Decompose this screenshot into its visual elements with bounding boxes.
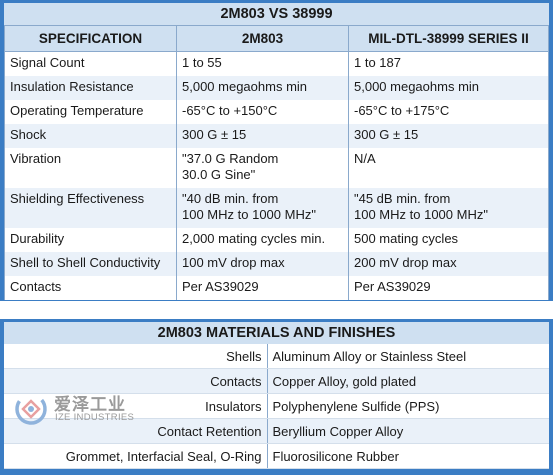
table-row: Insulators Polyphenylene Sulfide (PPS) xyxy=(4,393,549,419)
column-header-mil-dtl-38999: MIL-DTL-38999 SERIES II xyxy=(348,25,549,52)
table-row: Insulation Resistance 5,000 megaohms min… xyxy=(4,76,549,100)
ize-logo-icon xyxy=(15,393,47,425)
spec-name-cell: Durability xyxy=(4,228,177,252)
watermark-cn-text: 爱泽工业 xyxy=(54,395,126,414)
mil-value-cell: -65°C to +175°C xyxy=(348,100,549,124)
2m803-value-cell: 5,000 megaohms min xyxy=(176,76,349,100)
2m803-value-cell: 2,000 mating cycles min. xyxy=(176,228,349,252)
table-row: Contacts Copper Alloy, gold plated xyxy=(4,368,549,394)
table-row: Durability 2,000 mating cycles min. 500 … xyxy=(4,228,549,252)
material-label-cell: Contact Retention xyxy=(4,418,268,444)
ize-watermark: 爱泽工业 IZE INDUSTRIES xyxy=(14,390,189,430)
2m803-value-cell: 100 mV drop max xyxy=(176,252,349,276)
mil-value-cell: 300 G ± 15 xyxy=(348,124,549,148)
table-row: Grommet, Interfacial Seal, O-Ring Fluoro… xyxy=(4,443,549,469)
2m803-value-cell: "40 dB min. from 100 MHz to 1000 MHz" xyxy=(176,188,349,228)
spec-name-cell: Shell to Shell Conductivity xyxy=(4,252,177,276)
table-row: Shells Aluminum Alloy or Stainless Steel xyxy=(4,344,549,369)
materials-table: Shells Aluminum Alloy or Stainless Steel… xyxy=(4,344,549,469)
mil-value-cell: 200 mV drop max xyxy=(348,252,549,276)
materials-card: 2M803 MATERIALS AND FINISHES Shells Alum… xyxy=(0,319,553,475)
spec-name-cell: Vibration xyxy=(4,148,177,188)
table-row: Shock 300 G ± 15 300 G ± 15 xyxy=(4,124,549,148)
spec-table-title: 2M803 VS 38999 xyxy=(4,3,549,25)
material-label-cell: Contacts xyxy=(4,368,268,394)
2m803-value-cell: "37.0 G Random 30.0 G Sine" xyxy=(176,148,349,188)
column-header-specification: SPECIFICATION xyxy=(4,25,177,52)
material-value-cell: Polyphenylene Sulfide (PPS) xyxy=(267,393,549,419)
spec-name-cell: Insulation Resistance xyxy=(4,76,177,100)
table-row: Operating Temperature -65°C to +150°C -6… xyxy=(4,100,549,124)
mil-value-cell: 1 to 187 xyxy=(348,51,549,76)
spec-table-header-row: SPECIFICATION 2M803 MIL-DTL-38999 SERIES… xyxy=(4,25,549,52)
2m803-value-cell: Per AS39029 xyxy=(176,276,349,300)
table-row: Shielding Effectiveness "40 dB min. from… xyxy=(4,188,549,228)
material-value-cell: Copper Alloy, gold plated xyxy=(267,368,549,394)
2m803-value-cell: 1 to 55 xyxy=(176,51,349,76)
material-value-cell: Aluminum Alloy or Stainless Steel xyxy=(267,344,549,369)
material-value-cell: Fluorosilicone Rubber xyxy=(267,443,549,469)
watermark-en-text: IZE INDUSTRIES xyxy=(55,412,135,423)
mil-value-cell: "45 dB min. from 100 MHz to 1000 MHz" xyxy=(348,188,549,228)
mil-value-cell: N/A xyxy=(348,148,549,188)
materials-title: 2M803 MATERIALS AND FINISHES xyxy=(4,322,549,344)
material-label-cell: Grommet, Interfacial Seal, O-Ring xyxy=(4,443,268,469)
spec-comparison-card: 2M803 VS 38999 SPECIFICATION 2M803 MIL-D… xyxy=(0,0,553,301)
spec-table: SPECIFICATION 2M803 MIL-DTL-38999 SERIES… xyxy=(4,25,549,300)
table-row: Shell to Shell Conductivity 100 mV drop … xyxy=(4,252,549,276)
column-header-2m803: 2M803 xyxy=(176,25,349,52)
spec-name-cell: Signal Count xyxy=(4,51,177,76)
table-row: Vibration "37.0 G Random 30.0 G Sine" N/A xyxy=(4,148,549,188)
2m803-value-cell: 300 G ± 15 xyxy=(176,124,349,148)
spec-name-cell: Shock xyxy=(4,124,177,148)
table-row: Contact Retention Beryllium Copper Alloy xyxy=(4,418,549,444)
spec-name-cell: Shielding Effectiveness xyxy=(4,188,177,228)
table-row: Contacts Per AS39029 Per AS39029 xyxy=(4,276,549,300)
spec-name-cell: Operating Temperature xyxy=(4,100,177,124)
mil-value-cell: 5,000 megaohms min xyxy=(348,76,549,100)
2m803-value-cell: -65°C to +150°C xyxy=(176,100,349,124)
materials-body: Shells Aluminum Alloy or Stainless Steel… xyxy=(4,344,549,469)
material-label-cell: Insulators xyxy=(4,393,268,419)
mil-value-cell: Per AS39029 xyxy=(348,276,549,300)
spec-name-cell: Contacts xyxy=(4,276,177,300)
material-value-cell: Beryllium Copper Alloy xyxy=(267,418,549,444)
mil-value-cell: 500 mating cycles xyxy=(348,228,549,252)
table-row: Signal Count 1 to 55 1 to 187 xyxy=(4,51,549,76)
material-label-cell: Shells xyxy=(4,344,268,369)
